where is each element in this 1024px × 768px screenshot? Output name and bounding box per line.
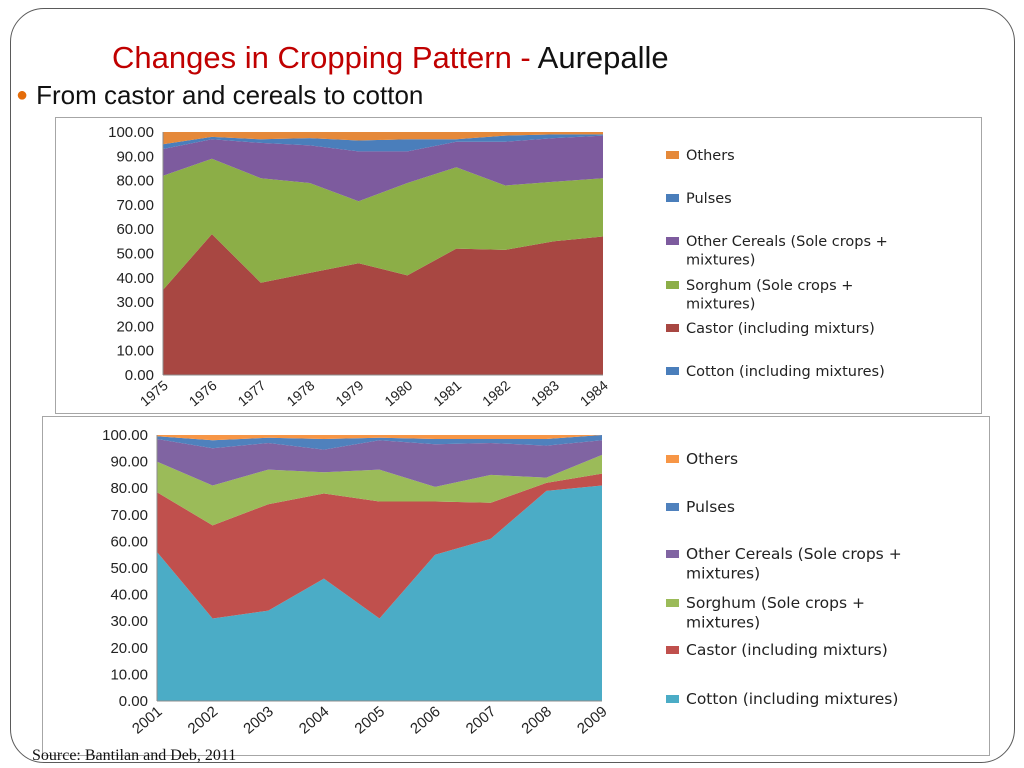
- y-tick-label: 100.00: [102, 427, 148, 444]
- y-tick-label: 20.00: [110, 640, 148, 657]
- legend-label-cotton-including-mixtures: Cotton (including mixtures): [686, 364, 885, 380]
- y-tick-label: 80.00: [116, 173, 154, 190]
- legend-swatch-others: [666, 455, 679, 463]
- x-tick-label: 1976: [186, 377, 220, 409]
- legend-label-cotton-including-mixtures: Cotton (including mixtures): [686, 690, 898, 708]
- y-tick-label: 70.00: [110, 507, 148, 524]
- legend-label-sorghum-sole-crops-mixtures: Sorghum (Sole crops + mixtures): [686, 278, 853, 313]
- legend-label-castor-including-mixturs: Castor (including mixturs): [686, 321, 875, 337]
- area-others: [157, 435, 602, 441]
- area-cotton-including-mixtures: [157, 485, 602, 701]
- slide-frame: [10, 8, 1015, 763]
- y-tick-label: 80.00: [110, 480, 148, 497]
- legend-swatch-others: [666, 151, 679, 159]
- legend-swatch-sorghum-sole-crops-mixtures: [666, 281, 679, 289]
- x-tick-label: 1984: [577, 377, 611, 409]
- x-tick-label: 2005: [352, 703, 388, 737]
- y-tick-label: 0.00: [125, 367, 154, 384]
- area-castor-including-mixturs: [163, 234, 603, 375]
- area-pulses: [157, 435, 602, 450]
- x-tick-label: 1981: [430, 377, 464, 409]
- chart-2001-2009: 0.00 10.00 20.00 30.00 40.00 50.00 60.00 70.00 8…: [42, 416, 990, 756]
- legend-swatch-cotton-including-mixtures: [666, 367, 679, 375]
- x-tick-label: 1979: [332, 377, 366, 409]
- title-main: Changes in Cropping Pattern -: [112, 40, 538, 75]
- legend-swatch-other-cereals-sole-crops-mixtures: [666, 237, 679, 245]
- x-tick-label: 1980: [381, 377, 415, 409]
- slide-title: Changes in Cropping Pattern - Aurepalle: [112, 40, 669, 76]
- bullet-point: ● From castor and cereals to cotton: [16, 80, 423, 111]
- y-tick-label: 30.00: [110, 613, 148, 630]
- x-tick-label: 2009: [574, 703, 610, 737]
- y-tick-label: 40.00: [116, 270, 154, 287]
- x-tick-label: 2004: [296, 703, 332, 737]
- legend-label-pulses: Pulses: [686, 191, 732, 207]
- legend-label-others: Others: [686, 450, 738, 468]
- area-castor-including-mixturs: [157, 473, 602, 619]
- x-tick-label: 1982: [479, 377, 513, 409]
- x-tick-label: 2006: [407, 703, 443, 737]
- legend-swatch-castor-including-mixturs: [666, 324, 679, 332]
- y-tick-label: 50.00: [110, 560, 148, 577]
- y-tick-label: 50.00: [116, 246, 154, 263]
- x-tick-label: 2007: [463, 703, 499, 737]
- legend-swatch-pulses: [666, 194, 679, 202]
- chart-1975-1984: 0.00 10.00 20.00 30.00 40.00 50.00 60.00 70.00 8…: [55, 117, 982, 414]
- x-tick-label: 1983: [528, 377, 562, 409]
- legend-label-others: Others: [686, 148, 735, 164]
- x-tick-label: 1978: [283, 377, 317, 409]
- area-pulses: [163, 134, 603, 152]
- x-tick-label: 2003: [240, 703, 276, 737]
- y-tick-label: 20.00: [116, 318, 154, 335]
- area-other-cereals-sole-crops-mixtures: [157, 439, 602, 487]
- y-tick-label: 10.00: [116, 343, 154, 360]
- legend-swatch-castor-including-mixturs: [666, 646, 679, 654]
- title-place: Aurepalle: [537, 40, 669, 75]
- y-tick-label: 90.00: [110, 454, 148, 471]
- bullet-text: From castor and cereals to cotton: [36, 80, 424, 110]
- y-tick-label: 0.00: [119, 693, 148, 710]
- area-sorghum-sole-crops-mixtures: [157, 454, 602, 526]
- y-tick-label: 30.00: [116, 294, 154, 311]
- x-tick-label: 2008: [518, 703, 554, 737]
- y-tick-label: 70.00: [116, 197, 154, 214]
- legend-swatch-cotton-including-mixtures: [666, 695, 679, 703]
- area-others: [163, 132, 603, 145]
- y-tick-label: 90.00: [116, 148, 154, 165]
- chart-svg: 0.00 10.00 20.00 30.00 40.00 50.00 60.00 70.00 8…: [108, 124, 888, 409]
- y-tick-label: 100.00: [108, 124, 154, 141]
- source-note: Source: Bantilan and Deb, 2011: [32, 747, 237, 764]
- legend-swatch-pulses: [666, 503, 679, 511]
- chart-svg: 0.00 10.00 20.00 30.00 40.00 50.00 60.00 70.00 8…: [102, 427, 902, 738]
- legend-label-sorghum-sole-crops-mixtures: Sorghum (Sole crops + mixtures): [686, 594, 865, 632]
- y-tick-label: 60.00: [110, 533, 148, 550]
- bullet-icon: ●: [16, 84, 29, 106]
- legend-swatch-other-cereals-sole-crops-mixtures: [666, 550, 679, 558]
- legend-label-other-cereals-sole-crops-mixtures: Other Cereals (Sole crops + mixtures): [686, 234, 888, 269]
- legend-label-other-cereals-sole-crops-mixtures: Other Cereals (Sole crops + mixtures): [686, 545, 902, 583]
- y-tick-label: 60.00: [116, 221, 154, 238]
- legend-label-castor-including-mixturs: Castor (including mixturs): [686, 641, 888, 659]
- y-tick-label: 40.00: [110, 587, 148, 604]
- area-other-cereals-sole-crops-mixtures: [163, 135, 603, 202]
- legend-swatch-sorghum-sole-crops-mixtures: [666, 599, 679, 607]
- area-sorghum-sole-crops-mixtures: [163, 158, 603, 290]
- legend-label-pulses: Pulses: [686, 498, 735, 516]
- x-tick-label: 2002: [185, 703, 221, 737]
- x-tick-label: 1977: [235, 377, 269, 409]
- y-tick-label: 10.00: [110, 666, 148, 683]
